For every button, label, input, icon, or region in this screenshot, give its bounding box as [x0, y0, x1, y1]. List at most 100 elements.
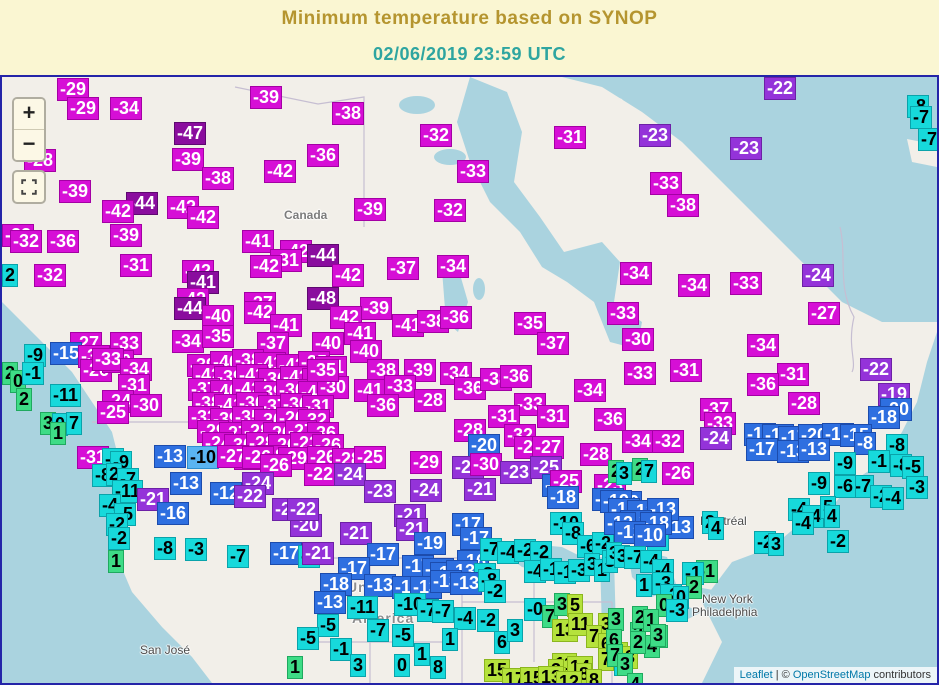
temp-label: -5	[392, 624, 415, 647]
temp-label: -39	[354, 198, 387, 221]
osm-link[interactable]: OpenStreetMap	[792, 669, 871, 681]
temp-label: -39	[360, 297, 393, 320]
temp-label: -9	[834, 452, 857, 475]
temp-label: -36	[367, 394, 400, 417]
temp-label: -32	[10, 230, 43, 253]
temp-label: -36	[440, 306, 473, 329]
temp-label: -8	[854, 432, 877, 455]
temp-label: -19	[414, 532, 447, 555]
temp-label: -2	[477, 609, 500, 632]
temp-label: 3	[608, 608, 625, 631]
temp-label: -39	[172, 148, 205, 171]
temp-label: 7	[641, 460, 658, 483]
temp-label: -17	[746, 438, 779, 461]
temp-label: -33	[624, 362, 657, 385]
temp-label: -34	[110, 97, 143, 120]
temp-label: -4	[882, 487, 905, 510]
temp-label: -21	[340, 522, 373, 545]
temp-label: -24	[802, 264, 835, 287]
temp-label: -3	[185, 538, 208, 561]
temp-label: -34	[620, 262, 653, 285]
temp-label: -29	[410, 451, 443, 474]
temp-label: -38	[667, 194, 700, 217]
temp-label: -26	[662, 462, 695, 485]
temp-label: -41	[392, 314, 425, 337]
temp-label: -4	[454, 607, 477, 630]
temp-label: -3	[666, 599, 689, 622]
temp-label: -33	[607, 302, 640, 325]
temp-label: -37	[537, 332, 570, 355]
zoom-in-button[interactable]: +	[14, 99, 44, 129]
temp-label: -33	[92, 348, 125, 371]
zoom-out-button[interactable]: −	[14, 129, 44, 160]
temp-label: -23	[639, 124, 672, 147]
temp-label: 1	[50, 422, 67, 445]
temp-label: -23	[500, 461, 533, 484]
temp-label: 1	[636, 574, 653, 597]
temp-label: -36	[454, 377, 487, 400]
map-canvas[interactable]: CanadaUnited States ofAmericaSan JoséMon…	[0, 75, 939, 685]
temp-label: -8	[154, 537, 177, 560]
temp-label: -11	[347, 596, 379, 619]
temp-label: -33	[730, 272, 763, 295]
temp-label: -18	[868, 406, 901, 429]
temp-label: -13	[314, 591, 347, 614]
temp-label: -34	[437, 255, 470, 278]
temp-label: -48	[307, 287, 340, 310]
temp-label: -31	[120, 254, 153, 277]
temp-label: -36	[500, 365, 533, 388]
temp-label: -33	[384, 375, 417, 398]
temp-label: 3	[768, 533, 785, 556]
temp-label: -31	[670, 359, 703, 382]
temp-label: -1	[868, 450, 891, 473]
fullscreen-icon	[21, 179, 37, 195]
temp-label: -38	[332, 102, 365, 125]
temp-label: 7	[66, 412, 83, 435]
temp-label: -42	[187, 206, 220, 229]
temp-label: 8	[430, 656, 447, 679]
temp-label: -28	[580, 443, 613, 466]
temp-label: -27	[808, 302, 841, 325]
temp-label: -44	[307, 244, 340, 267]
temp-label: -4	[792, 512, 815, 535]
temp-label: -2	[108, 527, 131, 550]
temp-label: -20	[468, 434, 501, 457]
fullscreen-button[interactable]	[12, 170, 46, 204]
temp-label: -33	[457, 160, 490, 183]
temp-label: -28	[414, 389, 447, 412]
temp-label: -21	[464, 478, 497, 501]
temp-label: -36	[594, 408, 627, 431]
temp-label: -4	[497, 541, 520, 564]
temp-label: -26	[260, 454, 293, 477]
temp-label: -13	[154, 445, 187, 468]
temp-label: -7	[918, 128, 937, 151]
attribution-suffix: contributors	[870, 669, 931, 681]
page-header: Minimum temperature based on SYNOP 02/06…	[0, 0, 939, 75]
temp-label: 8	[586, 669, 603, 683]
temp-label: -34	[747, 334, 780, 357]
temp-label: 1	[442, 628, 459, 651]
temp-label: -31	[537, 405, 570, 428]
temp-label: 3	[617, 653, 634, 676]
temp-label: -7	[227, 545, 250, 568]
temp-label: -9	[24, 344, 47, 367]
temp-label: -16	[157, 502, 190, 525]
temp-label: -42	[264, 160, 297, 183]
temp-label: -6	[834, 475, 857, 498]
leaflet-link[interactable]: Leaflet	[739, 669, 773, 681]
temp-label: -30	[470, 453, 503, 476]
temp-label: -42	[244, 301, 277, 324]
temp-label: -32	[652, 430, 685, 453]
temp-label: -31	[488, 405, 521, 428]
temp-label: 4	[824, 505, 841, 528]
temp-label: -17	[367, 543, 400, 566]
place-label: Philadelphia	[692, 605, 758, 619]
temp-label: -41	[242, 230, 275, 253]
temp-label: 1	[287, 656, 304, 679]
temp-label: -27	[532, 436, 565, 459]
temp-label: -18	[547, 486, 580, 509]
temp-label: 3	[350, 654, 367, 677]
temp-label: -23	[730, 137, 763, 160]
attribution-separator: | ©	[772, 669, 793, 681]
temp-label: -31	[777, 363, 810, 386]
